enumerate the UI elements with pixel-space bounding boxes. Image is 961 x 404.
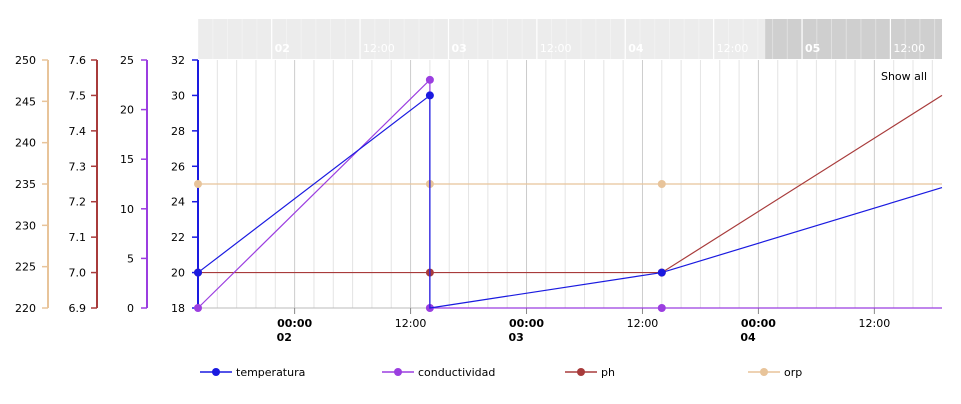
legend-swatch-marker: [760, 368, 768, 376]
x-axis-tick-label: 00:00: [509, 317, 544, 330]
legend-item-temperatura: temperatura: [200, 366, 305, 379]
series-ph: [194, 94, 943, 277]
x-axis-tick-sublabel: 02: [277, 331, 292, 344]
series-conductividad: [194, 75, 942, 312]
y-axis-tick-label: 250: [15, 54, 36, 67]
legend-swatch-marker: [577, 368, 585, 376]
data-point: [194, 180, 202, 188]
y-axis-conductividad: 0 5 10 15 20 25: [120, 54, 148, 315]
x-axis-tick-sublabel: 04: [740, 331, 756, 344]
range-selector-label: 12:00: [717, 42, 749, 55]
y-axis-tick-label: 230: [15, 219, 36, 232]
y-axis-tick-label: 28: [171, 125, 185, 138]
series-orp: [194, 180, 942, 188]
y-axes: 2202252302352402452506.97.07.17.27.37.47…: [15, 54, 199, 315]
legend-label: conductividad: [418, 366, 495, 379]
show-all-button[interactable]: Show all: [881, 70, 927, 83]
range-selector[interactable]: 02 12:00 03 12:00 04 12:00 05 12:00: [197, 19, 942, 59]
legend-swatch-marker: [212, 368, 220, 376]
y-axis-tick-label: 7.2: [69, 196, 87, 209]
y-axis-ph: 6.9 7.0 7.1 7.2 7.3 7.4 7.5 7.6: [69, 54, 98, 315]
x-axis-tick-label: 00:00: [277, 317, 312, 330]
y-axis-tick-label: 7.0: [69, 267, 87, 280]
y-axis-tick-label: 30: [171, 89, 185, 102]
legend-label: temperatura: [236, 366, 305, 379]
y-axis-tick-label: 5: [127, 252, 134, 265]
data-point: [425, 75, 434, 84]
legend-label: orp: [784, 366, 802, 379]
legend-label: ph: [601, 366, 615, 379]
y-axis-tick-label: 7.4: [69, 125, 87, 138]
y-axis-tick-label: 15: [120, 153, 134, 166]
range-selector-label: 12:00: [363, 42, 395, 55]
y-axis-tick-label: 20: [120, 104, 134, 117]
range-selector-label: 12:00: [540, 42, 572, 55]
y-axis-tick-label: 6.9: [69, 302, 87, 315]
y-axis-tick-label: 225: [15, 261, 36, 274]
range-selector-label: 02: [275, 42, 290, 55]
y-axis-tick-label: 20: [171, 267, 185, 280]
legend: temperatura conductividad ph orp: [200, 366, 802, 379]
x-axis-tick-label: 12:00: [395, 317, 427, 330]
range-selector-label: 05: [805, 42, 820, 55]
series-lines: [194, 75, 943, 312]
x-axis-tick-label: 12:00: [627, 317, 659, 330]
range-selector-label: 12:00: [893, 42, 925, 55]
y-axis-tick-label: 7.6: [69, 54, 87, 67]
data-point: [194, 304, 202, 312]
data-point: [657, 304, 666, 312]
range-selector-label: 04: [628, 42, 644, 55]
legend-item-conductividad: conductividad: [382, 366, 495, 379]
y-axis-tick-label: 18: [171, 302, 185, 315]
y-axis-tick-label: 24: [171, 196, 185, 209]
y-axis-tick-label: 235: [15, 178, 36, 191]
legend-item-orp: orp: [748, 366, 802, 379]
y-axis-temperatura: 18 20 22 24 26 28 30 32: [171, 54, 199, 315]
range-selector-window: [765, 19, 942, 59]
series-line: [197, 78, 942, 309]
range-selector-label: 03: [451, 42, 466, 55]
data-point: [425, 91, 434, 100]
y-axis-tick-label: 25: [120, 54, 134, 67]
y-axis-tick-label: 0: [127, 302, 134, 315]
y-axis-tick-label: 7.3: [69, 160, 87, 173]
series-temperatura: [194, 91, 943, 309]
y-axis-tick-label: 22: [171, 231, 185, 244]
y-axis-tick-label: 245: [15, 95, 36, 108]
x-axis-tick-label: 00:00: [741, 317, 776, 330]
y-axis-tick-label: 7.1: [69, 231, 87, 244]
y-axis-tick-label: 7.5: [69, 89, 87, 102]
legend-item-ph: ph: [565, 366, 615, 379]
y-axis-tick-label: 240: [15, 137, 36, 150]
data-point: [657, 268, 666, 277]
y-axis-tick-label: 32: [171, 54, 185, 67]
y-axis-tick-label: 10: [120, 203, 134, 216]
x-axis-tick-label: 12:00: [859, 317, 891, 330]
y-axis-orp: 220 225 230 235 240 245 250: [15, 54, 49, 315]
data-point: [194, 268, 202, 277]
data-point: [657, 180, 666, 188]
x-axis-tick-sublabel: 03: [509, 331, 524, 344]
y-axis-tick-label: 220: [15, 302, 36, 315]
y-axis-tick-label: 26: [171, 160, 185, 173]
legend-swatch-marker: [394, 368, 402, 376]
series-line: [197, 94, 943, 309]
